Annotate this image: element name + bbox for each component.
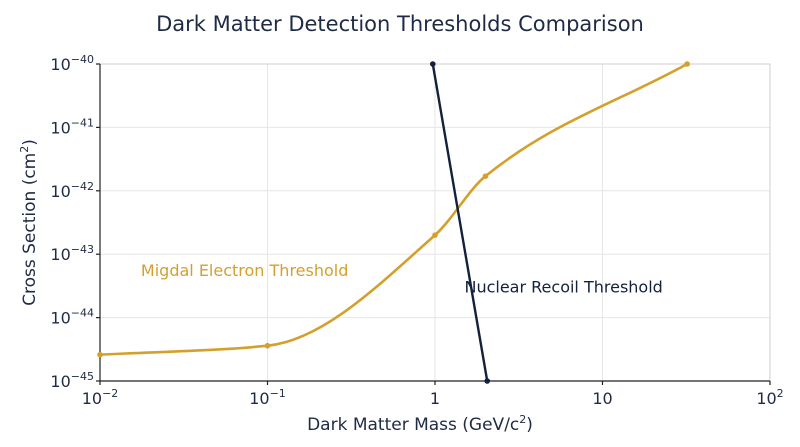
data-point-migdal-electron-threshold	[97, 351, 103, 358]
x-tick-label: 10−2	[82, 387, 119, 408]
data-point-migdal-electron-threshold	[684, 61, 690, 67]
chart-title: Dark Matter Detection Thresholds Compari…	[156, 12, 644, 36]
y-tick-label: 10−40	[50, 53, 94, 74]
y-axis-label: Cross Section (cm2)	[18, 139, 40, 306]
data-point-migdal-electron-threshold	[482, 173, 489, 179]
x-tick-label: 102	[756, 387, 783, 408]
data-point-migdal-electron-threshold	[432, 232, 438, 238]
x-tick-label: 1	[430, 389, 440, 408]
y-tick-label: 10−44	[50, 307, 94, 328]
y-tick-label: 10−41	[50, 116, 94, 137]
series-label-nuclear-recoil-threshold: Nuclear Recoil Threshold	[464, 277, 662, 296]
x-axis-label: Dark Matter Mass (GeV/c2)	[307, 413, 533, 435]
data-point-nuclear-recoil-threshold	[429, 61, 436, 67]
data-point-nuclear-recoil-threshold	[484, 378, 491, 384]
series-layer	[97, 61, 690, 384]
axes: 10−2 10−1 1 10 102 10−40 10−41 10−42 10−43 10−44 1…	[18, 53, 784, 435]
y-tick-label: 10−42	[50, 180, 94, 201]
x-tick-label: 10	[592, 389, 612, 408]
data-point-migdal-electron-threshold	[264, 342, 271, 349]
series-line-nuclear-recoil-threshold	[431, 62, 489, 383]
series-label-migdal-electron-threshold: Migdal Electron Threshold	[141, 261, 348, 280]
grid	[99, 63, 771, 382]
labels: Migdal Electron Threshold Nuclear Recoil …	[141, 261, 663, 296]
x-tick-label: 10−1	[249, 387, 286, 408]
series-line-migdal-electron-threshold	[98, 62, 689, 356]
y-tick-label: 10−43	[50, 243, 94, 264]
y-tick-label: 10−45	[50, 370, 94, 391]
